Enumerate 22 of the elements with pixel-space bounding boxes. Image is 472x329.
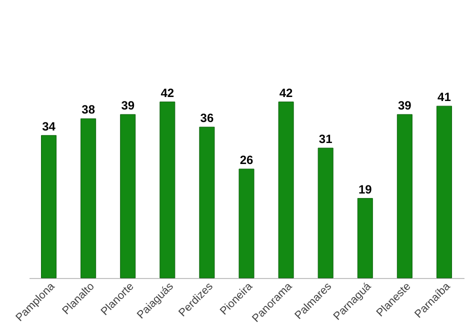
- bar: [199, 126, 215, 278]
- data-label: 19: [358, 182, 372, 196]
- bar: [120, 114, 136, 278]
- data-label: 26: [240, 152, 254, 167]
- bar: [318, 148, 334, 278]
- bar: [238, 168, 254, 278]
- data-label: 38: [82, 102, 96, 117]
- data-label: 42: [279, 86, 294, 100]
- bar: [357, 198, 373, 278]
- bar: [278, 102, 294, 278]
- bar: [436, 106, 452, 278]
- data-label: 39: [121, 98, 135, 112]
- bar: [41, 135, 57, 278]
- bar: [80, 118, 96, 278]
- data-label: 34: [42, 119, 56, 134]
- bar: [160, 102, 176, 278]
- data-label: 42: [160, 86, 174, 100]
- data-label: 36: [200, 111, 214, 126]
- data-label: 41: [438, 90, 452, 104]
- bar: [396, 114, 412, 278]
- data-label: 39: [398, 98, 412, 112]
- data-label: 31: [318, 132, 333, 146]
